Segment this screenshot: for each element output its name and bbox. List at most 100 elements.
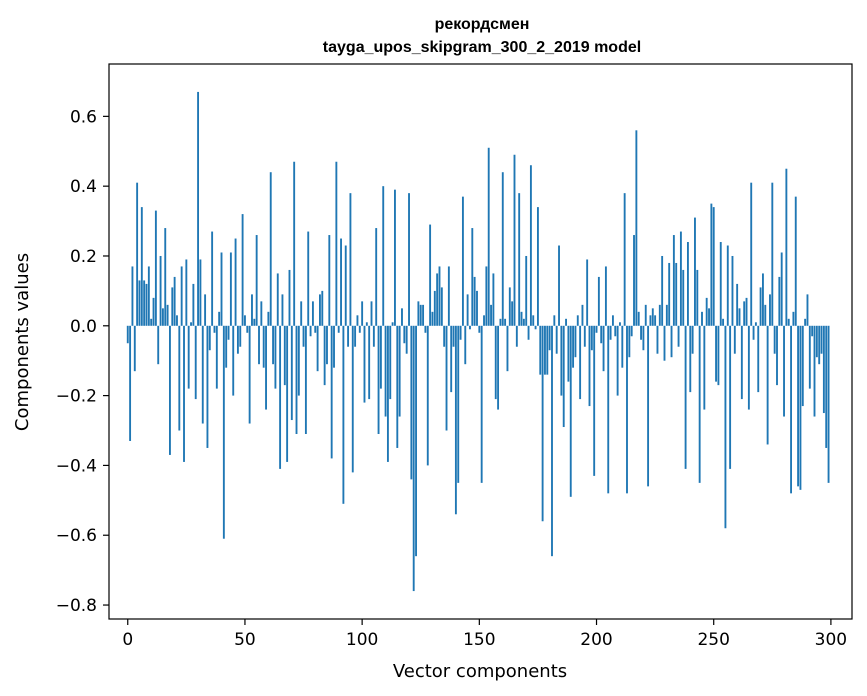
bar [801, 325, 804, 407]
bar [274, 325, 277, 389]
bar [220, 252, 223, 326]
bar [426, 325, 429, 466]
bar [215, 325, 218, 389]
bar [344, 245, 347, 326]
bar [302, 325, 305, 347]
bar [443, 325, 446, 347]
bar [565, 318, 567, 326]
bar [621, 325, 624, 368]
y-tick-label: −0.8 [56, 596, 97, 616]
x-tick-label: 250 [697, 630, 729, 650]
bar [731, 255, 734, 326]
y-tick-label: −0.4 [56, 456, 97, 476]
bar [635, 130, 638, 326]
bar [804, 318, 807, 326]
bar [140, 207, 143, 326]
bar [379, 325, 382, 389]
bar [293, 161, 296, 326]
bar [178, 325, 181, 431]
bar [754, 322, 757, 326]
bar [588, 325, 591, 407]
bar [691, 325, 694, 354]
bar [194, 325, 197, 400]
bar [309, 325, 312, 337]
bar [396, 325, 399, 448]
bar [452, 325, 455, 347]
bar [590, 325, 593, 351]
bar [490, 304, 492, 326]
bar [440, 287, 443, 326]
bar [562, 325, 565, 428]
x-tick-label: 300 [815, 630, 847, 650]
bar [236, 325, 239, 354]
bar [679, 231, 682, 326]
bar [286, 325, 289, 462]
bar [300, 301, 303, 326]
bar [515, 325, 518, 347]
bar [290, 325, 293, 421]
bar [539, 325, 542, 375]
bar [818, 325, 821, 365]
bar [494, 325, 497, 400]
bar [501, 172, 504, 326]
bar [790, 325, 792, 494]
bar [675, 262, 678, 326]
bar [616, 325, 619, 396]
bar [159, 255, 162, 326]
bar [722, 318, 725, 326]
bar [525, 255, 528, 326]
bar [572, 325, 575, 368]
bar [473, 276, 476, 326]
bar [513, 154, 516, 326]
bar [518, 193, 521, 326]
bar [736, 283, 739, 326]
x-tick-label: 100 [346, 630, 378, 650]
bar [152, 297, 155, 326]
bar [466, 294, 469, 326]
bar [288, 269, 291, 326]
bar [229, 252, 232, 326]
bar [337, 325, 340, 333]
bar [529, 165, 532, 326]
bar [694, 217, 696, 326]
bar [628, 325, 631, 358]
bar [297, 325, 300, 396]
bar [787, 318, 790, 326]
bar [597, 276, 600, 326]
x-tick-label: 200 [580, 630, 612, 650]
bar [619, 322, 621, 326]
bar [454, 325, 457, 515]
bar [665, 304, 668, 326]
bar [253, 318, 256, 326]
bar [372, 325, 375, 347]
bar [614, 325, 617, 337]
bar [712, 207, 715, 326]
bar [244, 315, 246, 326]
bar [129, 325, 132, 441]
bar [265, 325, 267, 410]
bar [522, 318, 525, 326]
bar [222, 325, 225, 539]
bar [391, 322, 394, 326]
bar [640, 325, 642, 340]
bar [255, 235, 258, 326]
bar [532, 315, 535, 326]
chart-subtitle: tayga_upos_skipgram_300_2_2019 model [323, 39, 641, 56]
bars-group [126, 91, 830, 592]
bar [459, 325, 462, 340]
bar [445, 325, 448, 431]
bar [785, 168, 788, 326]
bar [342, 325, 345, 504]
bar [241, 214, 244, 326]
bar [232, 325, 235, 396]
bar [386, 325, 389, 462]
bar [745, 297, 748, 326]
bar [637, 311, 640, 326]
bar [330, 325, 333, 459]
bar [154, 210, 157, 326]
bar [251, 294, 253, 326]
bar [267, 311, 270, 326]
bar [417, 301, 420, 326]
bar [808, 325, 811, 389]
bar [471, 228, 474, 326]
